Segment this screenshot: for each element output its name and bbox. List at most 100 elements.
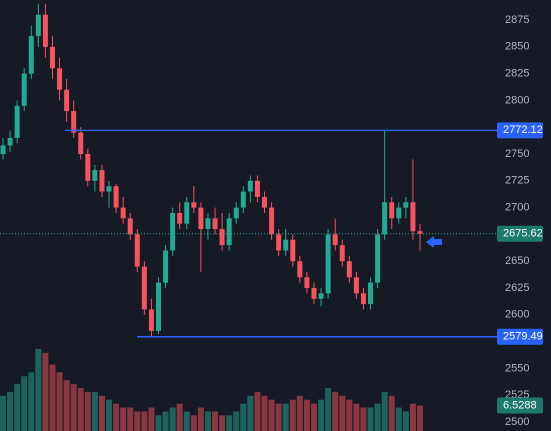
candle-body [64,89,70,112]
y-tick-label: 2625 [505,282,529,294]
volume-badge [497,397,543,414]
candle-body [360,293,366,305]
volume-bar [409,403,416,431]
candle-body [35,14,41,37]
candle-body [163,250,169,283]
candle-body [78,132,84,155]
candle-body [219,229,225,246]
volume-bar [402,411,409,431]
volume-bar [162,411,169,431]
candle-body [403,202,409,208]
volume-bar [56,372,63,431]
volume-bar [395,407,402,431]
candle-body [368,282,374,305]
volume-bar [14,384,21,431]
volume-bar [254,391,261,431]
volume-bar [113,403,120,431]
volume-bar [35,348,42,431]
candle-body [353,277,359,294]
candle-body [7,137,13,146]
y-tick-label: 2500 [505,416,529,428]
level-badge [497,122,543,139]
candle-body [290,239,296,262]
volume-bar [226,415,233,431]
candle-body [283,239,289,251]
y-tick-label: 2750 [505,148,529,160]
candle-body [205,218,211,230]
candle-body [254,180,260,197]
y-tick-label: 2875 [505,14,529,26]
volume-bar [212,411,219,431]
volume-bar [49,364,56,431]
volume-bar [374,403,381,431]
candle-body [184,202,190,224]
y-tick-label: 2725 [505,175,529,187]
volume-bar [275,403,282,431]
volume-bar [353,403,360,431]
candle-body [14,105,20,138]
candle-body [170,212,176,251]
volume-bar [183,411,190,431]
candle-body [226,218,232,246]
volume-bar [318,399,325,431]
volume-bar [106,399,113,431]
volume-label: 6.5288 [503,399,537,411]
volume-bar [0,395,6,431]
volume-bar [296,395,303,431]
volume-bar [197,407,204,431]
candle-body [240,191,246,208]
candle-body [155,282,161,331]
candle-body [49,46,55,69]
volume-layer [0,348,423,431]
last-price-label: 2675.62 [503,228,543,240]
level-label: 2772.12 [503,124,543,136]
price-axis: 2500252525502575260026252650267527002725… [497,14,543,428]
volume-bar [268,399,275,431]
candle-body [191,202,197,208]
volume-bar [240,403,247,431]
candle-body [339,245,345,262]
volume-bar [141,411,148,431]
level-label: 2579.49 [503,331,543,343]
volume-bar [42,352,49,431]
volume-bar [325,388,332,431]
y-tick-label: 2850 [505,41,529,53]
volume-bar [388,395,395,431]
volume-bar [332,391,339,431]
candle-body [0,145,6,155]
volume-bar [204,411,211,431]
volume-bar [367,407,374,431]
volume-bar [63,380,70,431]
volume-bar [247,395,254,431]
volume-bar [282,403,289,431]
candle-body [113,186,119,208]
volume-bar [148,407,155,431]
volume-bar [28,372,35,431]
volume-bar [417,405,423,431]
volume-bar [77,388,84,431]
candle-body [71,111,77,133]
candle-body [21,73,27,106]
volume-bar [91,391,98,431]
candle-body [85,154,91,181]
volume-bar [219,415,226,431]
volume-bar [21,376,28,431]
volume-bar [289,399,296,431]
candle-body [304,277,310,289]
y-tick-label: 2650 [505,255,529,267]
candle-body [120,207,126,219]
price-arrow [426,236,442,248]
candle-body [134,234,140,267]
volume-bar [346,399,353,431]
candle-body [262,196,268,208]
candle-body [297,261,303,278]
candle-body [375,234,381,283]
volume-bar [339,395,346,431]
volume-bar [98,395,105,431]
candle-body [127,218,133,235]
volume-bar [303,399,310,431]
volume-bar [155,415,162,431]
